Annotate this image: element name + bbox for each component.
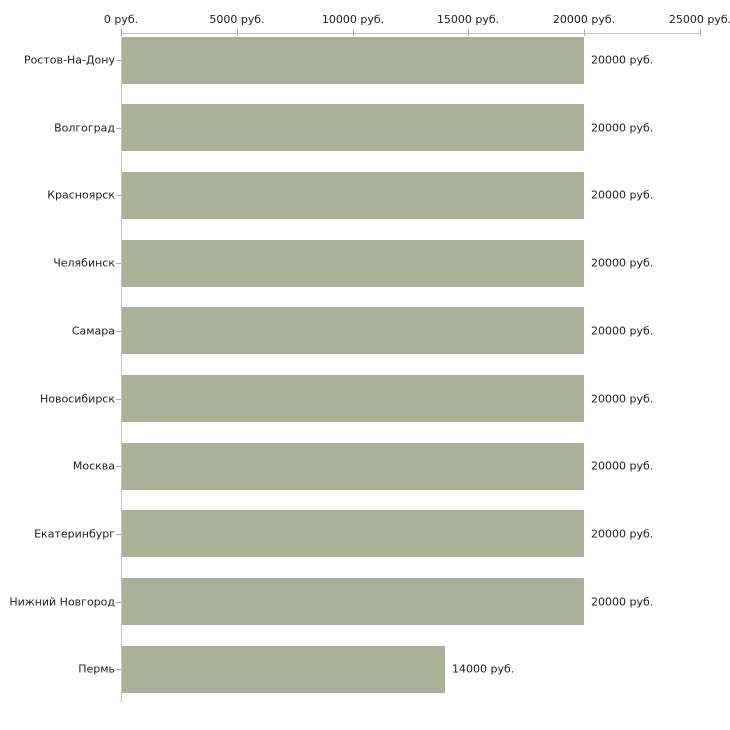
bar [122,442,584,490]
category-tick-mark [116,602,121,603]
bar [122,239,584,287]
category-label: Новосибирск [39,392,115,405]
category-label: Ростов-На-Дону [23,53,115,67]
value-label: 20000 руб. [591,595,654,609]
x-axis-tick-mark [121,29,122,36]
x-axis-tick-label: 5000 руб. [209,13,265,26]
category-label: Волгоград [54,121,115,135]
bar [122,307,584,355]
category-tick-mark [116,669,121,670]
category-tick-mark [116,399,121,400]
category-tick-mark [116,534,121,535]
x-axis-line [121,33,701,34]
x-axis-tick-mark [353,29,354,36]
category-tick-mark [116,195,121,196]
category-tick-mark [116,60,121,61]
category-label: Самара [71,324,115,338]
value-label: 20000 руб. [591,392,654,405]
bar [122,171,584,219]
bar [122,104,584,152]
category-label: Красноярск [47,188,115,202]
category-label: Москва [72,459,115,473]
category-tick-mark [116,128,121,129]
x-axis-tick-mark [700,29,701,36]
category-tick-mark [116,466,121,467]
x-axis-tick-label: 10000 руб. [321,13,385,26]
x-axis-tick-mark [584,29,585,36]
value-label: 20000 руб. [591,324,654,338]
value-label: 20000 руб. [591,527,654,541]
value-label: 20000 руб. [591,121,654,135]
x-axis-tick-mark [237,29,238,36]
bar [122,375,584,422]
x-axis-tick-label: 25000 руб. [668,13,730,26]
value-label: 20000 руб. [591,53,654,67]
value-label: 14000 руб. [452,662,515,676]
value-label: 20000 руб. [591,256,654,270]
y-axis-line [121,33,122,702]
bar [122,510,584,558]
x-axis-tick-mark [468,29,469,36]
bar [122,36,584,84]
bar [122,645,445,693]
x-axis-tick-label: 20000 руб. [552,13,616,26]
category-label: Нижний Новгород [9,595,115,609]
category-label: Челябинск [53,256,115,270]
category-tick-mark [116,263,121,264]
category-label: Екатеринбург [34,527,115,541]
x-axis-tick-label: 15000 руб. [436,13,500,26]
value-label: 20000 руб. [591,459,654,473]
category-tick-mark [116,331,121,332]
category-label: Пермь [78,662,115,676]
bar [122,578,584,626]
x-axis-tick-label: 0 руб. [103,13,139,26]
value-label: 20000 руб. [591,188,654,202]
